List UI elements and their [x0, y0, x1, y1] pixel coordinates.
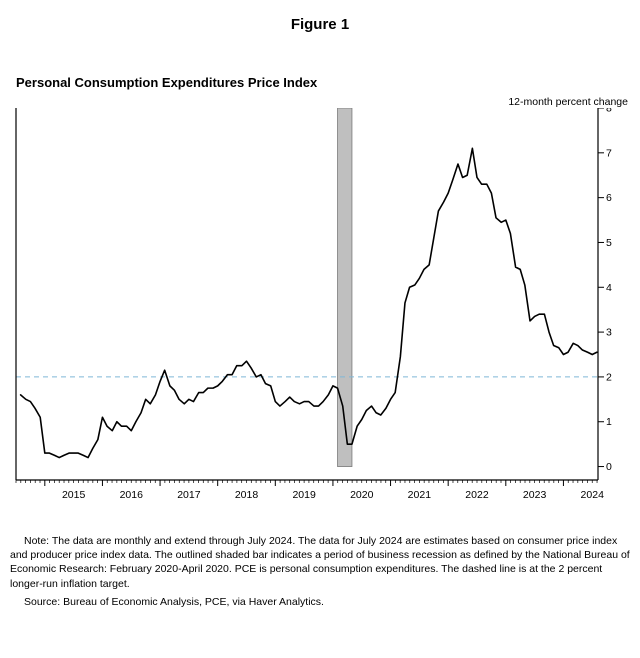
y-tick-label: 1: [606, 416, 612, 428]
x-tick-label: 2017: [177, 489, 201, 501]
x-tick-label: 2023: [523, 489, 547, 501]
chart-title: Personal Consumption Expenditures Price …: [16, 75, 630, 90]
y-tick-label: 5: [606, 237, 612, 249]
x-tick-label: 2024: [581, 489, 605, 501]
x-tick-label: 2016: [120, 489, 144, 501]
x-tick-label: 2018: [235, 489, 259, 501]
y-tick-label: 6: [606, 192, 612, 204]
figure-label: Figure 1: [10, 16, 630, 33]
pce-line-chart: 0 1 2 3 4 5 6 7 8 2015 2016 2017 2018 2019 2020 2021 202…: [10, 108, 622, 526]
x-tick-label: 2019: [292, 489, 316, 501]
y-tick-label: 3: [606, 327, 612, 339]
x-tick-label: 2021: [408, 489, 432, 501]
chart-footnote: Note: The data are monthly and extend th…: [10, 534, 630, 609]
source-text: Source: Bureau of Economic Analysis, PCE…: [10, 595, 630, 609]
x-tick-label: 2020: [350, 489, 374, 501]
y-axis-annotation: 12-month percent change: [10, 96, 628, 108]
note-text: Note: The data are monthly and extend th…: [10, 534, 630, 591]
y-tick-label: 4: [606, 282, 612, 294]
y-tick-label: 2: [606, 371, 612, 383]
x-tick-label: 2015: [62, 489, 86, 501]
recession-band: [338, 108, 352, 467]
y-tick-label: 8: [606, 108, 612, 115]
x-tick-label: 2022: [465, 489, 489, 501]
y-tick-label: 0: [606, 461, 612, 473]
y-tick-label: 7: [606, 147, 612, 159]
pce-series-line: [21, 148, 597, 457]
